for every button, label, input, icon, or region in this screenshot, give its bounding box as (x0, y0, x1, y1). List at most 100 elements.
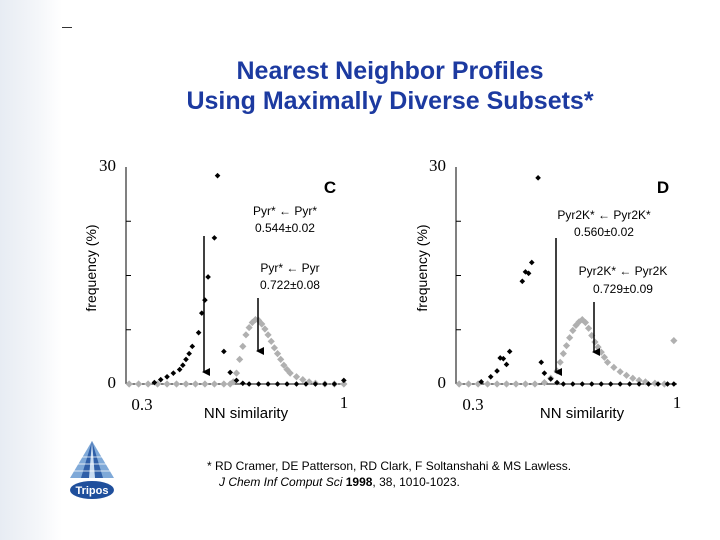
black-diamond-point (570, 381, 576, 387)
gray-diamond-point (641, 378, 650, 386)
x-tick-label-0-3: 0.3 (131, 395, 152, 414)
annotation-label: Pyr* ← Pyr (260, 261, 319, 275)
black-diamond-point (170, 370, 177, 376)
gray-diamond-point (232, 369, 241, 377)
gray-diamond-point (553, 367, 561, 375)
black-diamond-point (176, 366, 183, 373)
gray-diamond-point (264, 331, 272, 339)
gray-diamond-point (258, 320, 266, 328)
chart-panel-c: frequency (%) 30 0 0.3 1 NN similarity C Pyr* ←… (83, 156, 348, 422)
black-diamond-point (500, 355, 507, 362)
gray-diamond-point (172, 380, 181, 388)
y-tick-label-0: 0 (108, 373, 117, 392)
gray-diamond-point (578, 316, 586, 324)
gray-diamond-point (559, 350, 567, 358)
gray-diamond-point (261, 325, 269, 333)
gray-diamond-point (340, 380, 348, 388)
gray-diamond-point (191, 380, 200, 388)
annotation-value: 0.560±0.02 (574, 225, 634, 239)
black-diamond-point (183, 356, 189, 363)
chart-panel-d: frequency (%) 30 0 0.3 1 NN similarity D Pyr2K*… (414, 156, 681, 422)
gray-diamond-point (210, 380, 218, 388)
black-diamond-point (164, 373, 170, 380)
black-diamond-point (588, 381, 595, 387)
gray-diamond-point (280, 361, 288, 369)
gray-diamond-point (277, 355, 285, 364)
black-diamond-point (598, 381, 605, 387)
black-diamond-point (221, 348, 227, 355)
black-diamond-point (547, 376, 554, 382)
citation: * RD Cramer, DE Patterson, RD Clark, F S… (207, 458, 571, 490)
y-axis-title: frequency (%) (414, 224, 430, 311)
black-diamond-point (322, 381, 328, 387)
black-diamond-point (506, 348, 513, 355)
black-diamond-point (655, 381, 661, 387)
gray-diamond-point (270, 344, 278, 352)
black-diamond-point (195, 329, 202, 336)
black-diamond-point (664, 381, 671, 387)
gray-diamond-point (591, 338, 599, 346)
gray-diamond-point (239, 342, 247, 350)
x-tick-label-0-3: 0.3 (462, 395, 483, 414)
black-diamond-point (519, 278, 526, 285)
black-diamond-point (214, 172, 221, 179)
black-diamond-point (180, 362, 186, 368)
black-diamond-point (636, 381, 642, 387)
gray-diamond-point (660, 380, 668, 388)
black-diamond-point (198, 310, 205, 316)
gray-diamond-point (512, 380, 520, 388)
gray-diamond-point (125, 380, 133, 388)
gray-diamond-point (144, 380, 152, 388)
gray-diamond-point (483, 380, 492, 388)
black-diamond-point (522, 269, 529, 275)
gray-diamond-point (267, 337, 275, 345)
tripos-logo: Tripos (70, 441, 114, 499)
y-tick-label-0: 0 (438, 373, 447, 392)
gray-diamond-point (502, 380, 511, 388)
citation-line-1: * RD Cramer, DE Patterson, RD Clark, F S… (207, 459, 572, 473)
annotation-label: Pyr2K* ← Pyr2K (579, 264, 668, 278)
gray-diamond-point (242, 331, 250, 339)
black-diamond-point (538, 359, 545, 366)
black-diamond-point (240, 380, 246, 387)
black-diamond-point (186, 350, 192, 357)
gray-diamond-point (163, 380, 171, 388)
black-diamond-point (331, 381, 338, 387)
gray-diamond-point (251, 316, 260, 324)
black-diamond-point (497, 355, 503, 361)
title-line-1: Nearest Neighbor Profiles (236, 57, 544, 85)
black-diamond-point (205, 274, 211, 280)
gray-diamond-point (610, 363, 618, 371)
gray-diamond-point (566, 334, 574, 342)
gray-diamond-point (273, 350, 282, 358)
gray-diamond-point (600, 353, 608, 361)
y-tick-label-30: 30 (99, 156, 116, 175)
x-tick-label-1: 1 (673, 393, 682, 412)
citation-year: 1998 (345, 475, 373, 489)
black-diamond-point (579, 381, 586, 387)
gray-diamond-point (556, 358, 564, 366)
gray-diamond-point (220, 380, 228, 388)
black-diamond-point (284, 381, 290, 387)
black-diamond-point (617, 381, 623, 387)
gray-diamond-point (236, 355, 244, 364)
gray-diamond-point (182, 380, 190, 388)
panel-letter: C (324, 178, 336, 197)
gray-diamond-point (629, 374, 637, 382)
gray-diamond-point (569, 326, 577, 335)
black-diamond-point (645, 381, 652, 387)
gray-diamond-point (581, 318, 590, 327)
gray-diamond-point (585, 324, 593, 332)
black-diamond-point (535, 175, 541, 181)
black-diamond-point (274, 381, 281, 387)
black-diamond-point (265, 381, 271, 387)
gray-diamond-point (594, 343, 602, 351)
black-diamond-point (293, 381, 300, 387)
black-diamond-point (528, 259, 535, 266)
gray-diamond-point (465, 380, 473, 388)
panel-letter: D (657, 178, 669, 197)
black-diamond-point (189, 343, 196, 350)
citation-line-2: J Chem Inf Comput Sci 1998, 38, 1010-102… (207, 474, 571, 490)
black-diamond-point (157, 376, 164, 383)
